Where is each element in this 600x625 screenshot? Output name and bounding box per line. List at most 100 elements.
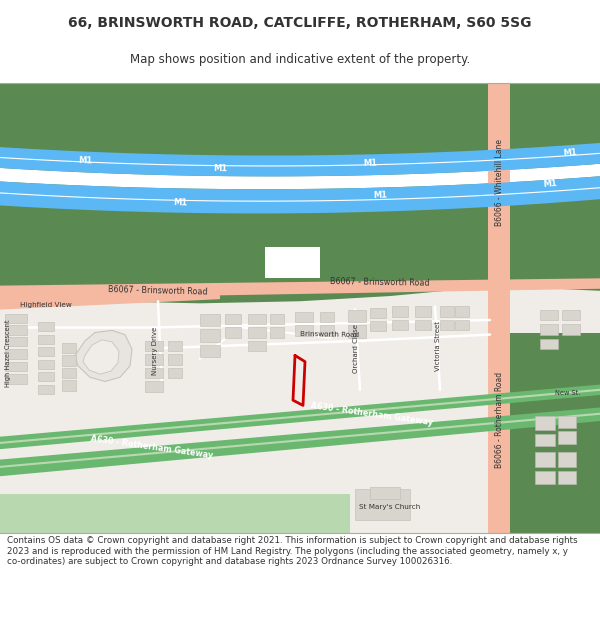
Text: New St.: New St. xyxy=(555,390,580,396)
Bar xyxy=(62,343,76,353)
Bar xyxy=(415,306,431,317)
Text: B6067 - Brinsworth Road: B6067 - Brinsworth Road xyxy=(330,277,430,288)
Bar xyxy=(562,324,580,334)
Bar xyxy=(370,308,386,318)
Bar xyxy=(5,337,27,346)
Bar xyxy=(248,341,266,351)
Text: Map shows position and indicative extent of the property.: Map shows position and indicative extent… xyxy=(130,53,470,66)
Text: A630 - Rotherham Gateway: A630 - Rotherham Gateway xyxy=(310,401,434,427)
Bar xyxy=(535,471,555,484)
Bar xyxy=(5,314,27,323)
Polygon shape xyxy=(0,176,600,214)
Bar xyxy=(270,328,284,338)
Bar xyxy=(38,347,54,356)
Polygon shape xyxy=(0,289,220,309)
Text: Orchard Close: Orchard Close xyxy=(353,324,359,372)
Bar xyxy=(370,487,400,499)
Bar xyxy=(200,329,220,342)
Bar xyxy=(145,368,163,378)
Bar xyxy=(248,314,266,324)
Bar xyxy=(5,374,27,384)
Polygon shape xyxy=(0,199,600,303)
Text: Nursery Drive: Nursery Drive xyxy=(152,327,158,376)
Bar xyxy=(540,339,558,349)
Bar xyxy=(370,321,386,331)
Text: B6066 - Rotherham Road: B6066 - Rotherham Road xyxy=(496,372,505,468)
Bar xyxy=(62,356,76,366)
Bar xyxy=(295,312,313,322)
Bar xyxy=(5,362,27,371)
Bar xyxy=(488,82,510,532)
Bar xyxy=(392,306,408,317)
Bar xyxy=(200,314,220,326)
Bar xyxy=(558,416,576,428)
Bar xyxy=(348,309,366,322)
Polygon shape xyxy=(0,143,600,176)
Text: Victoria Street: Victoria Street xyxy=(435,321,441,371)
Bar xyxy=(62,368,76,378)
Text: M1: M1 xyxy=(542,179,557,189)
Bar xyxy=(0,291,600,532)
Polygon shape xyxy=(0,384,600,449)
Text: Contains OS data © Crown copyright and database right 2021. This information is : Contains OS data © Crown copyright and d… xyxy=(7,536,578,566)
Bar xyxy=(225,314,241,324)
Text: B6067 - Brinsworth Road: B6067 - Brinsworth Road xyxy=(108,285,208,297)
Bar xyxy=(440,306,454,317)
Bar xyxy=(558,471,576,484)
Text: M1: M1 xyxy=(213,164,227,174)
Bar xyxy=(415,320,431,331)
Bar xyxy=(145,354,163,365)
Bar xyxy=(558,452,576,467)
Text: M1: M1 xyxy=(363,159,377,169)
Polygon shape xyxy=(83,340,119,374)
Polygon shape xyxy=(0,408,600,476)
Text: M1: M1 xyxy=(373,190,387,200)
Text: A630 - Rotherham Gateway: A630 - Rotherham Gateway xyxy=(90,434,214,460)
Bar xyxy=(535,452,555,467)
Bar xyxy=(535,434,555,446)
Bar xyxy=(535,416,555,431)
Bar xyxy=(225,328,241,338)
Bar xyxy=(270,314,284,324)
Text: B6066 - Whitehill Lane: B6066 - Whitehill Lane xyxy=(496,139,505,226)
Polygon shape xyxy=(75,331,132,381)
Polygon shape xyxy=(0,278,600,299)
Bar xyxy=(540,309,558,320)
Bar xyxy=(558,431,576,444)
Text: 66, BRINSWORTH ROAD, CATCLIFFE, ROTHERHAM, S60 5SG: 66, BRINSWORTH ROAD, CATCLIFFE, ROTHERHA… xyxy=(68,16,532,30)
Polygon shape xyxy=(510,332,600,532)
Text: M1: M1 xyxy=(78,156,92,166)
Polygon shape xyxy=(0,124,600,320)
Bar xyxy=(562,309,580,320)
Bar xyxy=(5,325,27,334)
Polygon shape xyxy=(0,494,350,532)
Bar xyxy=(455,320,469,331)
Bar xyxy=(62,381,76,391)
Polygon shape xyxy=(0,389,600,444)
Bar xyxy=(320,312,334,322)
Bar xyxy=(145,341,163,351)
Text: Highfield View: Highfield View xyxy=(20,302,72,308)
Bar xyxy=(392,320,408,331)
Text: Brinsworth Road: Brinsworth Road xyxy=(300,331,359,338)
Bar xyxy=(38,359,54,369)
Bar xyxy=(320,325,334,336)
Bar xyxy=(295,325,313,336)
Bar xyxy=(38,384,54,394)
Bar xyxy=(455,306,469,317)
Bar xyxy=(38,334,54,344)
Bar xyxy=(38,372,54,381)
Bar xyxy=(348,325,366,338)
Bar xyxy=(265,247,320,278)
Bar xyxy=(5,349,27,359)
Polygon shape xyxy=(0,164,600,189)
Text: M1: M1 xyxy=(173,198,187,207)
Text: St Mary's Church: St Mary's Church xyxy=(359,504,421,511)
Bar xyxy=(200,345,220,358)
Bar xyxy=(38,322,54,331)
Polygon shape xyxy=(0,82,600,206)
Text: High Hazel Crescent: High Hazel Crescent xyxy=(5,319,11,387)
Bar xyxy=(168,341,182,351)
Bar xyxy=(168,368,182,378)
Bar xyxy=(248,328,266,338)
